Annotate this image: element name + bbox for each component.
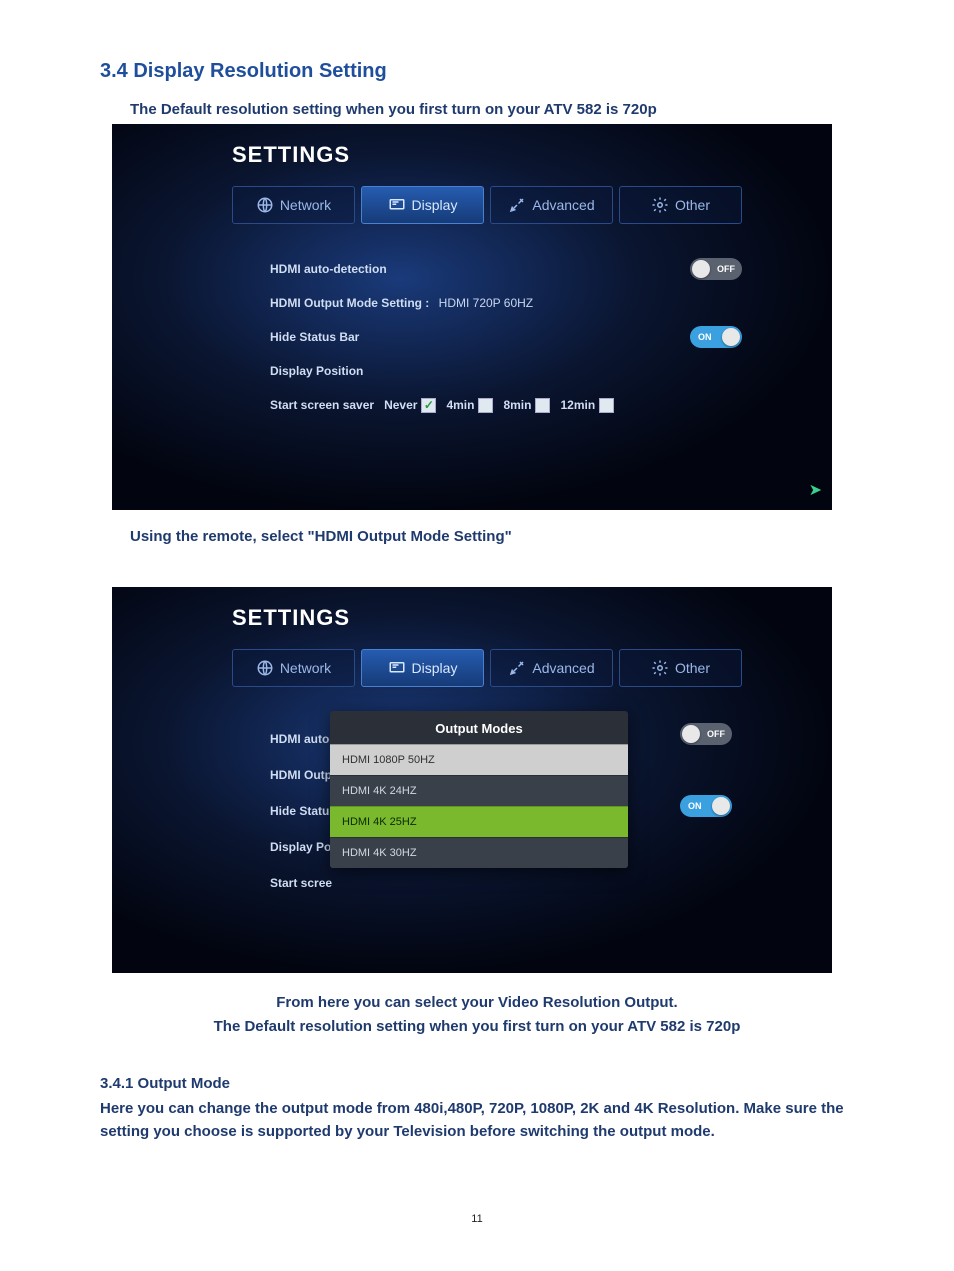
label-hdmi-auto: HDMI auto-detection bbox=[270, 262, 690, 276]
tab-other[interactable]: Other bbox=[619, 186, 742, 224]
toggle-hdmi-auto[interactable]: OFF bbox=[680, 723, 732, 745]
label-hdmi-mode: HDMI Output Mode Setting : HDMI 720P 60H… bbox=[270, 296, 742, 310]
toggle-off-text: OFF bbox=[707, 729, 725, 739]
toggle-hide-status[interactable]: ON bbox=[690, 326, 742, 348]
saver-option-8min[interactable]: 8min bbox=[503, 398, 550, 413]
label-display-position: Display Position bbox=[270, 364, 742, 378]
tab-advanced-label: Advanced bbox=[532, 197, 594, 213]
settings-title: SETTINGS bbox=[232, 142, 742, 168]
tools-icon bbox=[508, 659, 526, 677]
popup-item-4k25[interactable]: HDMI 4K 25HZ bbox=[330, 806, 628, 837]
section-heading: 3.4 Display Resolution Setting bbox=[100, 60, 854, 83]
toggle-knob bbox=[682, 725, 700, 743]
trunc-l1a: HDMI auto bbox=[270, 732, 329, 746]
row-hide-status[interactable]: Hide Status Bar ON bbox=[270, 320, 742, 354]
row-display-position[interactable]: Display Position bbox=[270, 354, 742, 388]
tab-network[interactable]: Network bbox=[232, 649, 355, 687]
row-hdmi-mode[interactable]: HDMI Output Mode Setting : HDMI 720P 60H… bbox=[270, 286, 742, 320]
saver-12min-label: 12min bbox=[560, 398, 595, 412]
screenshot-display-settings: SETTINGS Network Display bbox=[112, 124, 832, 510]
checkbox-icon[interactable] bbox=[599, 398, 614, 413]
tab-display-label: Display bbox=[412, 660, 458, 676]
popup-item-4k30[interactable]: HDMI 4K 30HZ bbox=[330, 837, 628, 868]
centered-caption-line1: From here you can select your Video Reso… bbox=[100, 991, 854, 1015]
tab-other-label: Other bbox=[675, 197, 710, 213]
display-icon bbox=[388, 659, 406, 677]
gear-icon bbox=[651, 196, 669, 214]
globe-icon bbox=[256, 659, 274, 677]
saver-4min-label: 4min bbox=[446, 398, 474, 412]
checkbox-icon[interactable] bbox=[478, 398, 493, 413]
tab-display-label: Display bbox=[412, 197, 458, 213]
saver-8min-label: 8min bbox=[503, 398, 531, 412]
tab-display[interactable]: Display bbox=[361, 649, 484, 687]
toggle-hdmi-auto[interactable]: OFF bbox=[690, 258, 742, 280]
checkbox-icon[interactable] bbox=[421, 398, 436, 413]
settings-body: HDMI auto-detection OFF HDMI Output Mode… bbox=[232, 252, 742, 422]
hdmi-mode-label-text: HDMI Output Mode Setting : bbox=[270, 296, 429, 310]
toggle-knob bbox=[722, 328, 740, 346]
label-hide-status: Hide Status Bar bbox=[270, 330, 690, 344]
display-icon bbox=[388, 196, 406, 214]
saver-never-label: Never bbox=[384, 398, 417, 412]
tab-network-label: Network bbox=[280, 660, 331, 676]
tab-network[interactable]: Network bbox=[232, 186, 355, 224]
label-screen-saver: Start screen saver bbox=[270, 398, 374, 412]
cursor-icon: ➤ bbox=[809, 480, 822, 500]
page: 3.4 Display Resolution Setting The Defau… bbox=[0, 0, 954, 1265]
tools-icon bbox=[508, 196, 526, 214]
toggle-knob bbox=[712, 797, 730, 815]
toggle-off-text: OFF bbox=[717, 264, 735, 274]
tab-advanced[interactable]: Advanced bbox=[490, 649, 613, 687]
toggle-knob bbox=[692, 260, 710, 278]
tab-display[interactable]: Display bbox=[361, 186, 484, 224]
tabs-row: Network Display Advanced bbox=[232, 186, 742, 224]
tabs-row: Network Display Advanced bbox=[232, 649, 742, 687]
gear-icon bbox=[651, 659, 669, 677]
output-modes-popup: Output Modes HDMI 1080P 50HZ HDMI 4K 24H… bbox=[330, 711, 628, 868]
sub-heading: 3.4.1 Output Mode bbox=[100, 1075, 854, 1092]
checkbox-icon[interactable] bbox=[535, 398, 550, 413]
popup-title: Output Modes bbox=[330, 711, 628, 744]
settings-title: SETTINGS bbox=[232, 605, 742, 631]
body-text: Here you can change the output mode from… bbox=[100, 1098, 854, 1143]
screenshot-output-modes: SETTINGS Network Display bbox=[112, 587, 832, 973]
hdmi-mode-value: HDMI 720P 60HZ bbox=[439, 296, 533, 310]
toggle-on-text: ON bbox=[688, 801, 702, 811]
caption-1: Using the remote, select "HDMI Output Mo… bbox=[130, 528, 854, 545]
tab-advanced[interactable]: Advanced bbox=[490, 186, 613, 224]
saver-option-4min[interactable]: 4min bbox=[446, 398, 493, 413]
popup-item-1080p50[interactable]: HDMI 1080P 50HZ bbox=[330, 744, 628, 775]
page-number: 11 bbox=[100, 1213, 854, 1225]
centered-caption-line2: The Default resolution setting when you … bbox=[100, 1015, 854, 1039]
toggle-hide-status[interactable]: ON bbox=[680, 795, 732, 817]
saver-option-12min[interactable]: 12min bbox=[560, 398, 614, 413]
intro-line: The Default resolution setting when you … bbox=[130, 101, 854, 118]
toggle-on-text: ON bbox=[698, 332, 712, 342]
tab-other[interactable]: Other bbox=[619, 649, 742, 687]
popup-item-4k24[interactable]: HDMI 4K 24HZ bbox=[330, 775, 628, 806]
globe-icon bbox=[256, 196, 274, 214]
row-hdmi-auto[interactable]: HDMI auto-detection OFF bbox=[270, 252, 742, 286]
tab-advanced-label: Advanced bbox=[532, 660, 594, 676]
trunc-l5: Start scree bbox=[270, 865, 387, 901]
row-screen-saver[interactable]: Start screen saver Never 4min 8min 1 bbox=[270, 388, 742, 422]
centered-caption: From here you can select your Video Reso… bbox=[100, 991, 854, 1039]
saver-option-never[interactable]: Never bbox=[384, 398, 436, 413]
tab-network-label: Network bbox=[280, 197, 331, 213]
tab-other-label: Other bbox=[675, 660, 710, 676]
